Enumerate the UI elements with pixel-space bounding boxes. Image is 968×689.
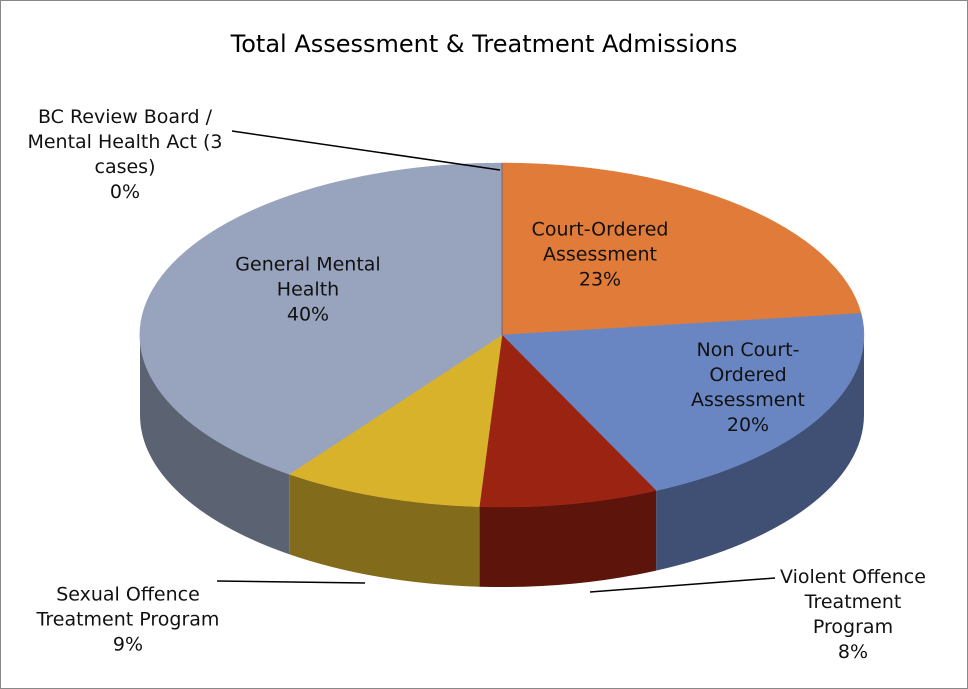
- value-label: 23%: [578, 268, 622, 291]
- leader-line: [216, 580, 366, 584]
- slice-side: [656, 335, 864, 571]
- chart-title: Total Assessment & Treatment Admissions: [230, 30, 738, 58]
- category-label: Court-Ordered Assessment: [531, 218, 669, 266]
- slice: [479, 334, 657, 508]
- category-label: Violent Offence Treatment Program: [780, 566, 926, 638]
- slice-label: Violent Offence Treatment Program 8%: [768, 565, 938, 665]
- category-label: Sexual Offence Treatment Program: [36, 583, 220, 631]
- slice-side: [479, 490, 657, 588]
- value-label: 40%: [286, 303, 330, 326]
- leader-line: [589, 577, 776, 593]
- slice-label: Non Court-Ordered Assessment 20%: [673, 338, 823, 438]
- slice: [501, 162, 862, 336]
- slice-label: BC Review Board / Mental Health Act (3 c…: [20, 105, 230, 205]
- value-label: 9%: [112, 633, 144, 656]
- category-label: BC Review Board / Mental Health Act (3 c…: [27, 106, 223, 178]
- slice-label: Court-Ordered Assessment 23%: [515, 218, 685, 293]
- slice-label: General Mental Health 40%: [208, 253, 408, 328]
- slice-label: Sexual Offence Treatment Program 9%: [33, 583, 223, 658]
- leader-line: [231, 130, 501, 171]
- slice-side: [289, 474, 480, 587]
- slice: [139, 162, 503, 475]
- value-label: 8%: [837, 641, 869, 663]
- slice: [501, 313, 865, 491]
- slice: [288, 334, 503, 507]
- slice-side: [139, 335, 290, 555]
- category-label: General Mental Health: [235, 253, 381, 301]
- value-label: 20%: [726, 414, 770, 436]
- value-label: 0%: [109, 181, 141, 203]
- category-label: Non Court-Ordered Assessment: [691, 339, 805, 411]
